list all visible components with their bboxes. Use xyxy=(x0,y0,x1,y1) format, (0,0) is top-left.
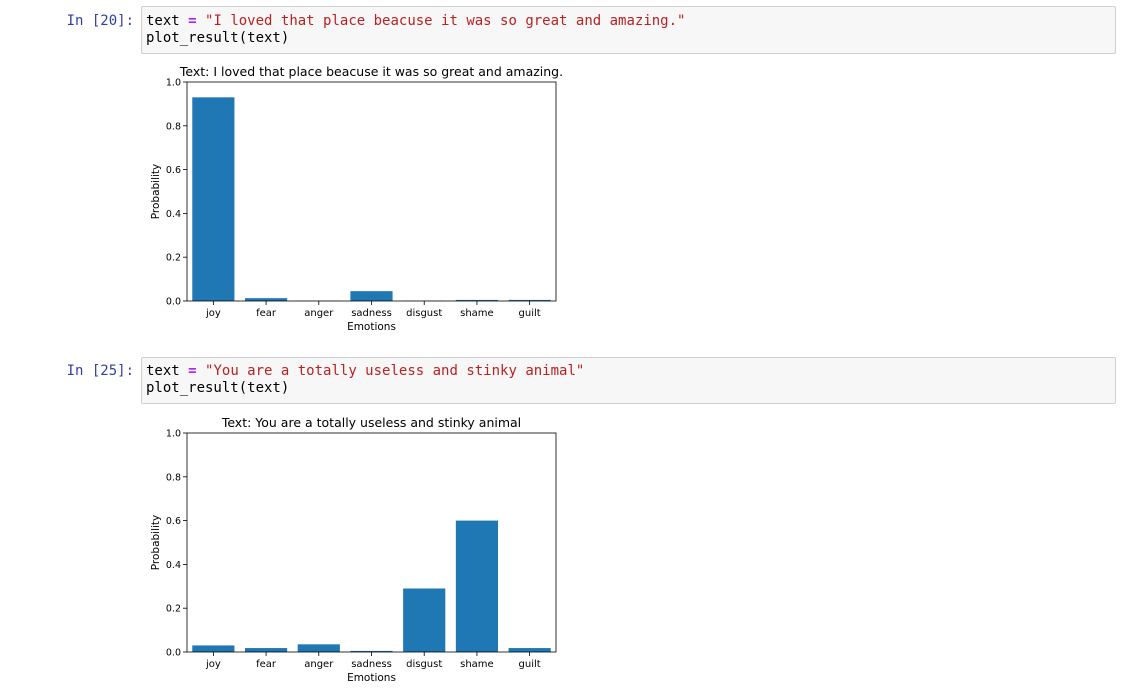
bar-anger xyxy=(297,644,340,652)
x-tick-label: fear xyxy=(256,308,277,319)
y-axis-label: Probability xyxy=(150,164,162,220)
bar-fear xyxy=(244,648,288,652)
code-line-assign: text = "You are a totally useless and st… xyxy=(146,363,584,380)
cell-prompt-25: In [25]: xyxy=(66,363,134,379)
y-tick-label: 0.2 xyxy=(166,253,181,264)
y-tick-label: 0.2 xyxy=(166,604,181,615)
plot-frame xyxy=(186,81,557,302)
bar-joy xyxy=(192,97,235,301)
code-string: "You are a totally useless and stinky an… xyxy=(205,363,585,379)
chart-title: Text: I loved that place beacuse it was … xyxy=(179,64,563,79)
x-tick-label: guilt xyxy=(519,308,541,319)
bar-guilt xyxy=(508,299,551,301)
x-axis-label: Emotions xyxy=(347,321,396,333)
chart-svg: Text: I loved that place beacuse it was … xyxy=(150,64,563,333)
y-tick-label: 0.6 xyxy=(166,516,181,527)
code-line-assign: text = "I loved that place beacuse it wa… xyxy=(146,13,685,30)
x-tick-label: guilt xyxy=(519,659,541,670)
plot-frame xyxy=(186,432,557,653)
bar-guilt xyxy=(508,648,551,652)
y-tick-label: 0.4 xyxy=(166,209,181,220)
chart-svg: Text: You are a totally useless and stin… xyxy=(150,415,557,684)
x-tick-label: shame xyxy=(460,308,494,319)
bar-chart-2: Text: You are a totally useless and stin… xyxy=(145,415,565,690)
x-tick-label: anger xyxy=(304,308,334,319)
x-tick-label: disgust xyxy=(406,659,442,670)
x-tick-label: joy xyxy=(205,659,221,670)
x-tick-label: sadness xyxy=(351,308,392,319)
x-tick-label: shame xyxy=(460,659,494,670)
bar-shame xyxy=(455,520,499,652)
y-tick-label: 1.0 xyxy=(166,78,181,89)
code-operator: = xyxy=(188,13,197,29)
x-tick-label: fear xyxy=(256,659,277,670)
code-string: "I loved that place beacuse it was so gr… xyxy=(205,13,686,29)
y-tick-label: 0.4 xyxy=(166,560,181,571)
code-line-call: plot_result(text) xyxy=(146,30,290,46)
code-variable: text xyxy=(146,13,180,29)
code-variable: text xyxy=(146,363,180,379)
bar-chart-1: Text: I loved that place beacuse it was … xyxy=(145,64,565,339)
code-cell-input[interactable]: text = "I loved that place beacuse it wa… xyxy=(141,6,1116,54)
bar-fear xyxy=(244,298,288,301)
chart-title: Text: You are a totally useless and stin… xyxy=(221,415,521,430)
y-tick-label: 0.6 xyxy=(166,165,181,176)
x-tick-label: disgust xyxy=(406,308,442,319)
x-tick-label: joy xyxy=(205,308,221,319)
y-tick-label: 0.8 xyxy=(166,121,181,132)
bar-shame xyxy=(455,299,499,301)
y-tick-label: 1.0 xyxy=(166,429,181,440)
y-axis-label: Probability xyxy=(150,515,162,571)
y-tick-label: 0.8 xyxy=(166,472,181,483)
x-tick-label: sadness xyxy=(351,659,392,670)
y-tick-label: 0.0 xyxy=(166,648,181,659)
code-line-call: plot_result(text) xyxy=(146,380,290,396)
bar-joy xyxy=(192,645,235,652)
bar-sadness xyxy=(350,650,393,652)
code-cell-input[interactable]: text = "You are a totally useless and st… xyxy=(141,357,1116,404)
x-tick-label: anger xyxy=(304,659,334,670)
bar-sadness xyxy=(350,291,393,301)
code-operator: = xyxy=(188,363,197,379)
y-tick-label: 0.0 xyxy=(166,297,181,308)
cell-prompt-20: In [20]: xyxy=(66,13,134,29)
bar-disgust xyxy=(403,588,446,652)
x-axis-label: Emotions xyxy=(347,672,396,684)
